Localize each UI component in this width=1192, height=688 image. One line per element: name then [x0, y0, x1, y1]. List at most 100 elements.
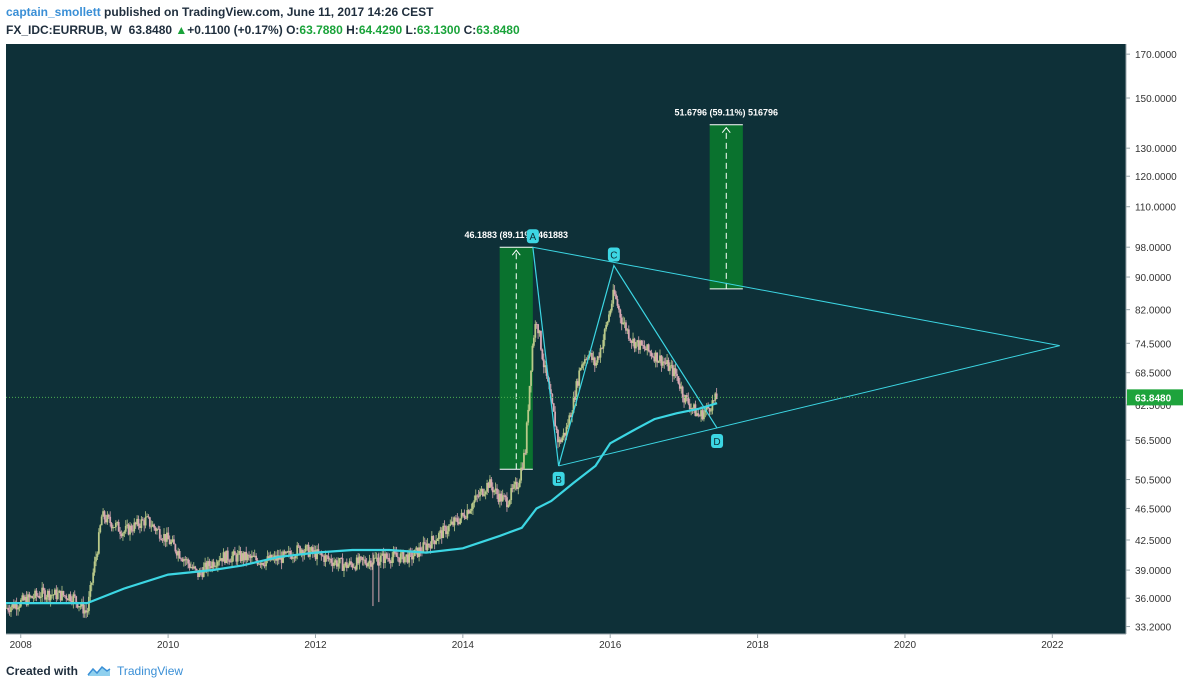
candle-body [54, 589, 56, 595]
candle-body [160, 538, 163, 540]
pattern-point-marker[interactable] [526, 229, 539, 244]
candle-body [14, 603, 17, 609]
candle-body [685, 395, 688, 398]
price-chart[interactable]: 46.1883 (89.11%) 461883 51.6796 (59.11%) … [6, 44, 1186, 656]
candle-body [360, 556, 362, 558]
candle-body [90, 582, 93, 585]
author-link[interactable]: captain_smollett [6, 5, 101, 19]
time-axis-panel[interactable] [6, 634, 1126, 656]
candle-body [201, 571, 204, 577]
candle-body [29, 596, 32, 598]
pattern-point-marker[interactable] [607, 247, 620, 262]
candle-body [35, 590, 38, 596]
chart-header: captain_smollett published on TradingVie… [0, 0, 1192, 44]
candle-body [476, 495, 479, 497]
candle-body [124, 525, 127, 532]
candle-body [412, 556, 415, 560]
candle-body [608, 314, 610, 322]
candle-body [667, 360, 670, 371]
candle-body [17, 607, 19, 610]
candle-body [335, 560, 338, 567]
candle-body [568, 415, 571, 426]
x-tick-label: 2014 [452, 640, 475, 651]
candle-body [24, 596, 27, 601]
candle-body [182, 559, 185, 562]
low-label: L: [405, 23, 417, 37]
candle-body [501, 495, 504, 502]
candle-body [273, 555, 276, 558]
candle-body [328, 558, 331, 560]
candle-body [229, 561, 232, 563]
candle-body [460, 512, 463, 519]
abcd-pattern-line[interactable] [532, 247, 718, 467]
candle-body [598, 356, 600, 358]
candle-body [250, 555, 253, 558]
candle-body [634, 342, 637, 349]
candle-body [480, 488, 483, 492]
candle-body [133, 522, 136, 532]
candle-body [79, 606, 82, 607]
candle-body [59, 590, 62, 601]
candle-body [687, 397, 690, 404]
moving-average-line[interactable] [6, 402, 718, 605]
candle-body [66, 599, 69, 601]
candle-body [330, 558, 333, 563]
candle-body [398, 557, 401, 563]
candle-body [61, 591, 63, 601]
candle-body [549, 389, 552, 395]
tradingview-link[interactable]: TradingView [117, 664, 184, 678]
candle-body [317, 549, 320, 553]
candle-body [394, 551, 396, 554]
candle-body [633, 338, 636, 349]
candle-body [188, 563, 191, 568]
candle-body [316, 549, 318, 560]
candle-body [345, 562, 348, 568]
candle-body [86, 611, 89, 613]
candle-body [130, 525, 133, 531]
candle-body [402, 551, 405, 563]
candle-body [472, 502, 474, 509]
candle-body [576, 381, 579, 386]
candle-body [143, 520, 146, 526]
candle-body [245, 551, 248, 561]
candle-body [7, 607, 10, 611]
candle-body [117, 522, 120, 532]
candle-body [353, 566, 355, 568]
low-value: 63.1300 [416, 23, 461, 37]
candle-body [148, 517, 151, 527]
publish-info: published on TradingView.com, June 11, 2… [104, 5, 434, 19]
candle-body [324, 555, 327, 562]
candle-body [473, 500, 476, 503]
candle-body [327, 556, 330, 559]
candle-body [515, 481, 518, 489]
candle-body [344, 562, 347, 566]
candle-body [483, 494, 486, 496]
candle-body [232, 551, 235, 557]
pattern-point-marker[interactable] [552, 471, 565, 486]
candle-body [103, 511, 106, 520]
price-axis-panel[interactable] [1126, 44, 1186, 656]
candle-body [297, 545, 300, 547]
candle-body [647, 344, 650, 352]
triangle-upper-line[interactable] [532, 246, 1060, 347]
candle-body [287, 550, 290, 553]
candle-body [194, 566, 197, 569]
candle-body [225, 550, 228, 564]
candle-body [137, 518, 140, 527]
y-tick-label: 82.0000 [1135, 306, 1172, 317]
candle-body [523, 452, 525, 469]
candle-body [399, 553, 402, 563]
candle-body [506, 497, 508, 508]
candle-body [211, 561, 214, 569]
measure-arrow-head [511, 249, 521, 256]
candle-body [660, 355, 663, 366]
triangle-lower-line[interactable] [558, 345, 1060, 467]
candle-body [218, 560, 221, 562]
candle-body [340, 558, 343, 559]
pattern-point-marker[interactable] [711, 434, 724, 449]
x-tick-label: 2022 [1041, 640, 1064, 651]
candle-body [354, 566, 357, 570]
y-tick-label: 46.5000 [1135, 504, 1172, 515]
candle-body [518, 480, 521, 488]
candle-body [323, 555, 326, 562]
